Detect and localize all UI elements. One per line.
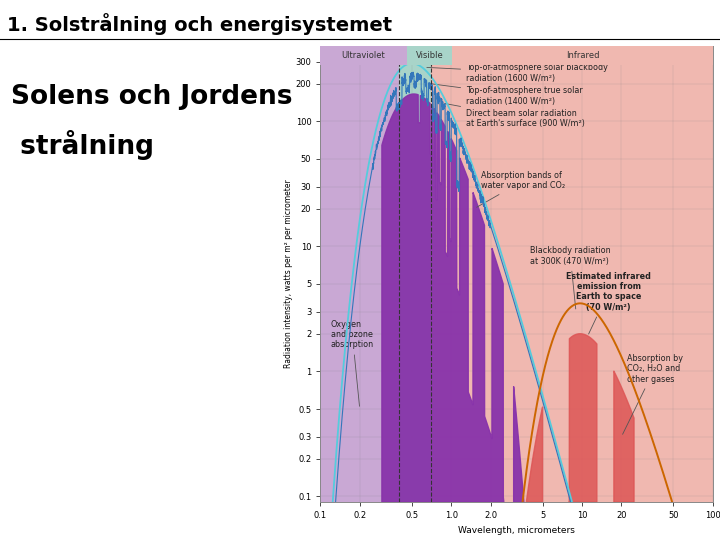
- Text: Infrared: Infrared: [567, 51, 600, 60]
- Text: Top-of-atmosphere true solar
radiation (1400 W/m²): Top-of-atmosphere true solar radiation (…: [432, 84, 583, 106]
- Bar: [320, 46, 399, 502]
- Text: Solens och Jordens: Solens och Jordens: [11, 84, 292, 110]
- Bar: [399, 46, 431, 502]
- FancyBboxPatch shape: [452, 46, 713, 65]
- X-axis label: Wavelength, micrometers: Wavelength, micrometers: [458, 526, 575, 535]
- Text: Absorption by
CO₂, H₂O and
other gases: Absorption by CO₂, H₂O and other gases: [623, 354, 683, 434]
- FancyBboxPatch shape: [320, 46, 407, 65]
- Text: strålning: strålning: [11, 130, 154, 160]
- Text: Estimated infrared
emission from
Earth to space
(70 W/m²): Estimated infrared emission from Earth t…: [566, 272, 651, 334]
- Text: Direct beam solar radiation
at Earth's surface (900 W/m²): Direct beam solar radiation at Earth's s…: [445, 104, 585, 129]
- Text: Absorption bands of
water vapor and CO₂: Absorption bands of water vapor and CO₂: [477, 171, 565, 207]
- Text: Ultraviolet: Ultraviolet: [342, 51, 385, 60]
- Text: 1. Solstrålning och energisystemet: 1. Solstrålning och energisystemet: [7, 14, 392, 36]
- Y-axis label: Radiation intensity, watts per m² per micrometer: Radiation intensity, watts per m² per mi…: [284, 180, 293, 368]
- Text: Blackbody radiation
at 300K (470 W/m²): Blackbody radiation at 300K (470 W/m²): [530, 246, 611, 309]
- FancyBboxPatch shape: [407, 46, 452, 65]
- Text: Visible: Visible: [415, 51, 444, 60]
- Bar: [431, 46, 713, 502]
- Text: Top-of-atmosphere solar blackbody
radiation (1600 W/m²): Top-of-atmosphere solar blackbody radiat…: [427, 63, 608, 83]
- Text: Oxygen
and ozone
absorption: Oxygen and ozone absorption: [330, 320, 374, 406]
